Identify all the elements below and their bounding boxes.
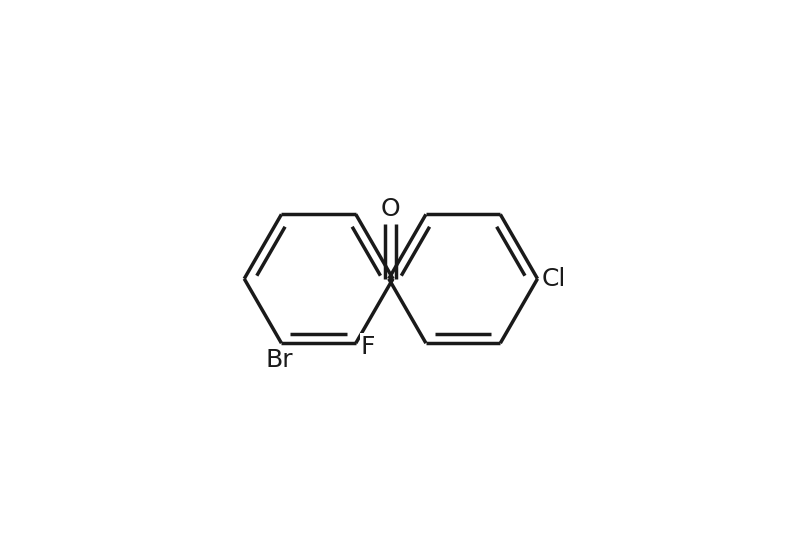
Text: F: F bbox=[361, 335, 375, 359]
Text: O: O bbox=[381, 198, 401, 221]
Text: Cl: Cl bbox=[542, 267, 566, 291]
Text: Br: Br bbox=[266, 348, 293, 372]
